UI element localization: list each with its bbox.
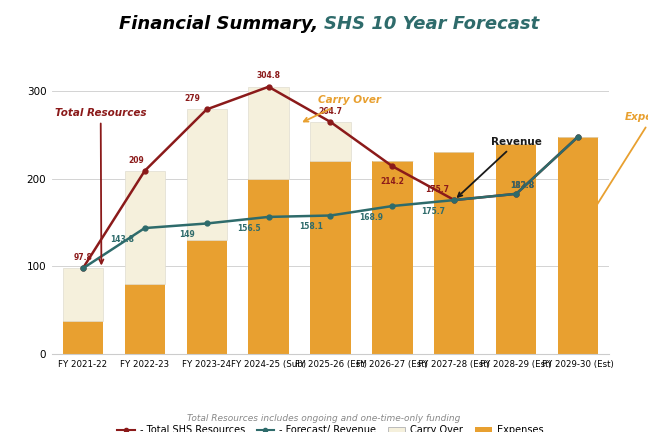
- Bar: [248, 87, 288, 179]
- Text: 209: 209: [128, 156, 145, 165]
- Bar: [187, 240, 227, 354]
- Text: Total Resources: Total Resources: [55, 108, 146, 264]
- Text: 182.8: 182.8: [510, 181, 534, 190]
- Text: 214.2: 214.2: [380, 177, 404, 186]
- Text: 168.9: 168.9: [360, 213, 384, 222]
- Text: 175.7: 175.7: [421, 207, 445, 216]
- Text: SHS 10 Year Forecast: SHS 10 Year Forecast: [324, 15, 539, 33]
- Text: 279: 279: [185, 94, 201, 103]
- Text: 97.8: 97.8: [73, 253, 92, 262]
- Bar: [310, 161, 351, 354]
- Text: Expenses: Expenses: [581, 112, 648, 231]
- Bar: [63, 321, 103, 354]
- Text: 143.8: 143.8: [111, 235, 135, 244]
- Bar: [248, 179, 288, 354]
- Bar: [310, 122, 351, 161]
- Bar: [434, 152, 474, 354]
- Bar: [63, 268, 103, 321]
- Bar: [124, 171, 165, 284]
- Text: Financial Summary,: Financial Summary,: [119, 15, 324, 33]
- Bar: [372, 161, 413, 354]
- Bar: [496, 143, 537, 354]
- Bar: [124, 284, 165, 354]
- Bar: [558, 137, 598, 354]
- Text: 158.1: 158.1: [299, 222, 323, 232]
- Text: Total Resources includes ongoing and one-time-only funding: Total Resources includes ongoing and one…: [187, 414, 461, 423]
- Text: Carry Over: Carry Over: [304, 95, 380, 121]
- Text: 264.7: 264.7: [318, 107, 343, 116]
- Text: 156.5: 156.5: [237, 224, 261, 233]
- Text: 175.7: 175.7: [426, 185, 450, 194]
- Text: 182.8: 182.8: [510, 181, 534, 190]
- Legend: - Total SHS Resources, - Forecast/ Revenue, Carry Over, Expenses: - Total SHS Resources, - Forecast/ Reven…: [113, 422, 548, 432]
- Bar: [187, 109, 227, 240]
- Text: Revenue: Revenue: [458, 137, 542, 197]
- Text: 149: 149: [179, 230, 195, 239]
- Text: 304.8: 304.8: [257, 71, 281, 80]
